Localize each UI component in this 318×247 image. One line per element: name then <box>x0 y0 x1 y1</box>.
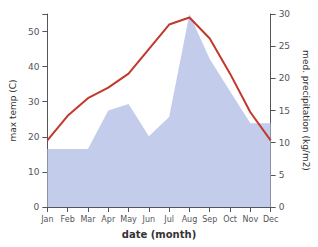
svg-text:Jul: Jul <box>163 215 174 224</box>
svg-text:0: 0 <box>34 202 40 212</box>
svg-text:20: 20 <box>28 132 40 142</box>
svg-text:Nov: Nov <box>243 215 259 224</box>
svg-text:Aug: Aug <box>182 215 198 224</box>
svg-text:Oct: Oct <box>223 215 237 224</box>
svg-text:Dec: Dec <box>263 215 278 224</box>
svg-text:date (month): date (month) <box>122 229 196 240</box>
svg-text:Jun: Jun <box>142 215 156 224</box>
svg-text:30: 30 <box>28 97 40 107</box>
svg-text:Feb: Feb <box>61 215 75 224</box>
svg-text:May: May <box>120 215 137 224</box>
svg-text:med. precipitation (kg/m2): med. precipitation (kg/m2) <box>301 50 311 171</box>
svg-text:Jan: Jan <box>40 215 53 224</box>
svg-text:25: 25 <box>279 41 290 51</box>
svg-text:5: 5 <box>279 170 285 180</box>
svg-text:Mar: Mar <box>80 215 96 224</box>
svg-text:15: 15 <box>279 106 290 116</box>
svg-text:0: 0 <box>279 202 285 212</box>
svg-text:20: 20 <box>279 73 291 83</box>
svg-text:Apr: Apr <box>101 215 116 224</box>
svg-text:10: 10 <box>279 138 291 148</box>
svg-text:30: 30 <box>279 9 291 19</box>
svg-text:10: 10 <box>28 167 40 177</box>
svg-text:50: 50 <box>28 27 40 37</box>
svg-text:Sep: Sep <box>202 215 217 224</box>
svg-text:40: 40 <box>28 62 40 72</box>
svg-text:max temp (C): max temp (C) <box>8 79 18 141</box>
